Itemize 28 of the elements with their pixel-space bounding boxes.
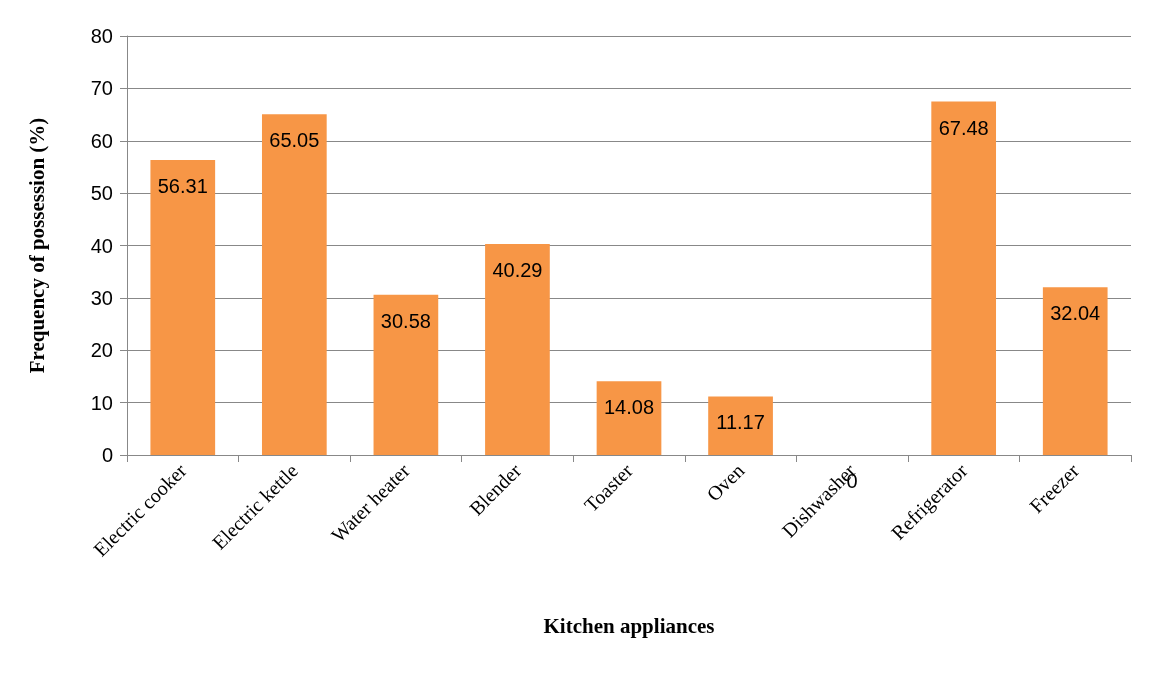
bar (931, 101, 997, 455)
data-label: 56.31 (157, 175, 208, 198)
data-label: 67.48 (938, 116, 989, 139)
bar (261, 114, 327, 455)
y-tick-label: 20 (90, 339, 113, 362)
data-label: 65.05 (269, 129, 320, 152)
y-tick-label: 10 (90, 391, 113, 414)
x-tick-label: Oven (702, 459, 749, 506)
y-tick-label: 80 (90, 25, 113, 47)
bar (596, 381, 662, 455)
bar (150, 160, 216, 455)
y-tick-label: 30 (90, 286, 113, 309)
bar (708, 396, 773, 455)
data-label: 40.29 (492, 258, 543, 281)
y-axis-title: Frequency of possession (%) (24, 117, 49, 374)
x-axis-title: Kitchen appliances (543, 613, 715, 638)
data-label: 30.58 (380, 309, 431, 332)
y-tick-label: 70 (90, 77, 113, 100)
bar (373, 294, 439, 455)
data-label: 11.17 (716, 411, 765, 434)
data-label: 14.08 (603, 396, 655, 419)
y-tick-label: 40 (90, 234, 113, 257)
bar (1042, 287, 1108, 455)
y-tick-label: 50 (90, 182, 113, 205)
y-tick-label: 0 (101, 444, 113, 466)
y-tick-label: 60 (90, 129, 113, 152)
data-label: 32.04 (1050, 302, 1101, 325)
bar (485, 243, 550, 455)
